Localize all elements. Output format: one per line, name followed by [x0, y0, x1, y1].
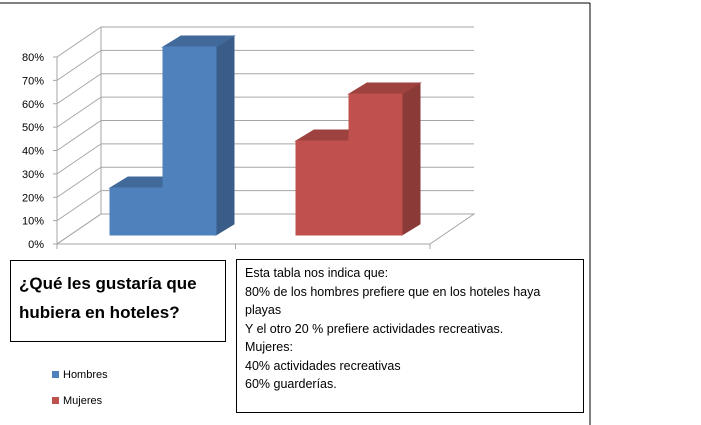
bar-hombres-0 [110, 188, 163, 235]
gridline-side [56, 120, 102, 151]
note-line: Esta tabla nos indica que: [245, 266, 389, 280]
gridline-side [56, 96, 102, 128]
note-line: Mujeres: [245, 340, 293, 354]
bar-hombres-1 [163, 47, 216, 235]
question-box: ¿Qué les gustaría que hubiera en hoteles… [10, 260, 226, 342]
note-line: 40% actividades recreativas [245, 358, 401, 373]
legend-swatch-mujeres [52, 397, 59, 404]
bar-front-hombres [109, 46, 217, 236]
y-tick-label: 80% [22, 52, 44, 64]
y-tick-label: 30% [22, 169, 44, 181]
chart-floor [55, 213, 476, 245]
bar-mujeres-0 [296, 141, 349, 235]
gridline-side [56, 73, 102, 105]
note-line: 80% de los hombres prefiere que en los h… [245, 284, 541, 318]
gridline-side [56, 190, 102, 222]
y-tick-label: 10% [22, 216, 44, 228]
legend: Hombres Mujeres [52, 368, 108, 420]
note-box: Esta tabla nos indica que: 80% de los ho… [236, 259, 584, 413]
bar-side-mujeres [401, 82, 421, 236]
gridline-side [56, 143, 102, 175]
note-line: 60% guarderías. [245, 377, 337, 391]
y-tick-label: 70% [22, 75, 44, 87]
y-tick-label: 40% [22, 146, 44, 158]
question-text: ¿Qué les gustaría que hubiera en hoteles… [19, 274, 197, 322]
bar-front-mujeres [295, 93, 403, 236]
y-tick-label: 20% [22, 192, 44, 204]
legend-item-hombres: Hombres [52, 368, 108, 381]
legend-swatch-hombres [52, 371, 59, 378]
gridline-side [56, 166, 102, 198]
note-line: Y el otro 20 % prefiere actividades recr… [245, 321, 504, 336]
y-tick-label: 50% [22, 122, 44, 134]
bar-side-hombres [215, 35, 235, 236]
bar-mujeres-1 [349, 94, 402, 235]
y-tick-label: 0% [28, 239, 44, 251]
legend-label-mujeres: Mujeres [63, 394, 103, 407]
legend-label-hombres: Hombres [63, 368, 108, 381]
gridline-side [56, 49, 102, 81]
legend-item-mujeres: Mujeres [52, 394, 108, 407]
y-tick-label: 60% [22, 99, 44, 111]
gridline-side [56, 26, 102, 58]
